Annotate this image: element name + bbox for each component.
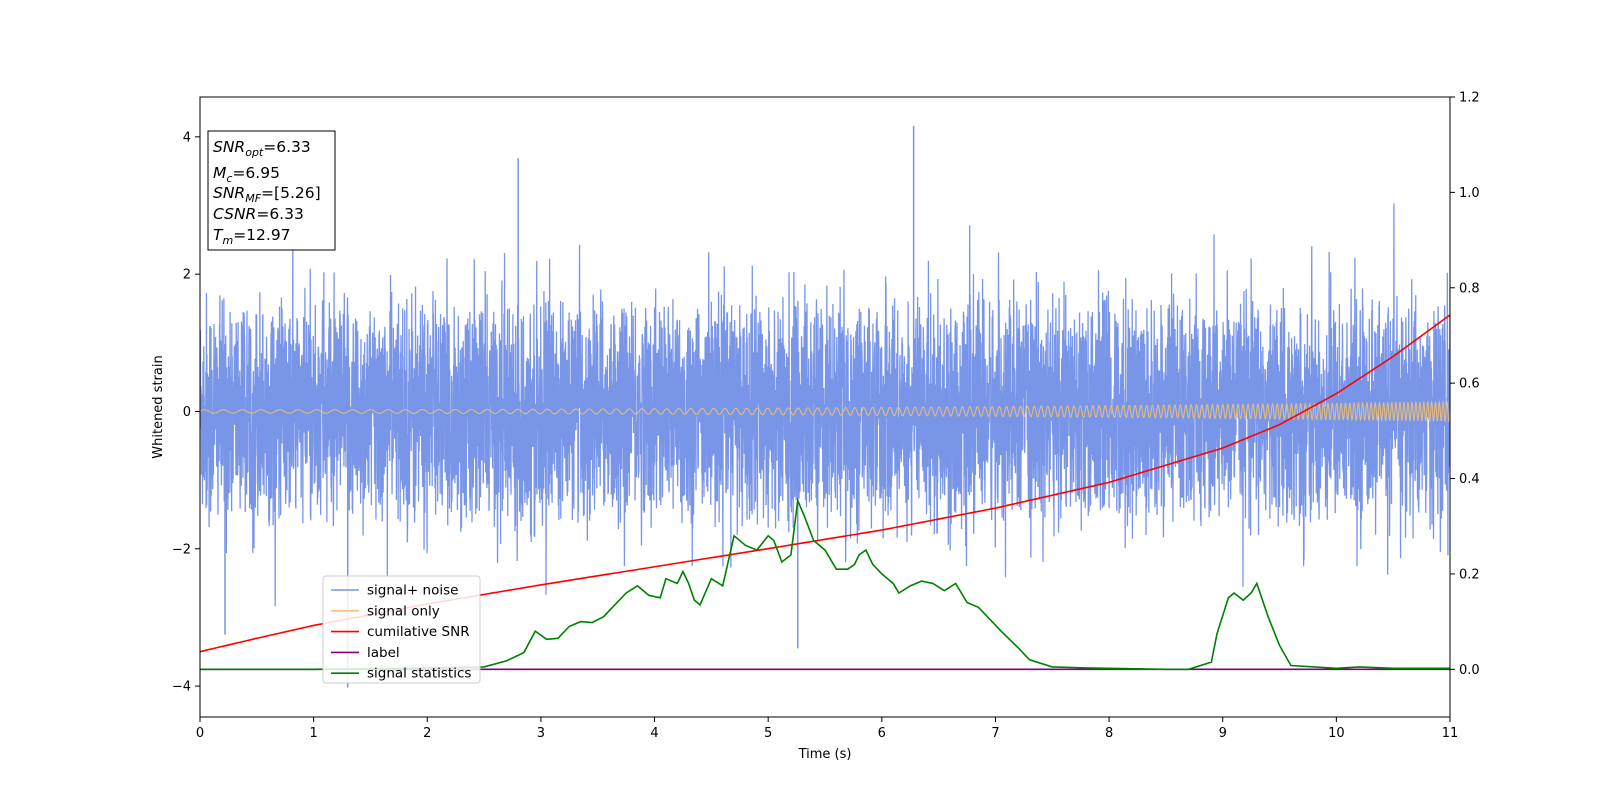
- y2-tick-label: 0.2: [1459, 567, 1480, 582]
- y2-tick-label: 0.0: [1459, 663, 1480, 678]
- x-tick-label: 2: [423, 726, 431, 741]
- x-axis: 0 1 2 3 4 5 6 7 8 9 10 11: [196, 717, 1458, 741]
- y-axis-right: 0.0 0.2 0.4 0.6 0.8 1.0 1.2: [1450, 91, 1480, 678]
- annotation-snr-opt: SNRopt=6.33: [213, 138, 311, 159]
- x-tick-label: 8: [1105, 726, 1113, 741]
- y-tick-label: 4: [183, 130, 191, 145]
- y-axis-left: −4 −2 0 2 4: [172, 130, 200, 695]
- y-axis-label: Whitened strain: [151, 355, 166, 458]
- annotation-box: SNRopt=6.33 Mc=6.95 SNRMF=[5.26] CSNR=6.…: [207, 130, 336, 251]
- legend: signal+ noise signal only cumilative SNR la…: [322, 575, 481, 684]
- x-tick-label: 3: [537, 726, 545, 741]
- y-tick-label: −4: [172, 680, 191, 695]
- y2-tick-label: 0.6: [1459, 377, 1480, 392]
- series-signal-only: [200, 399, 1450, 423]
- x-tick-label: 0: [196, 726, 204, 741]
- y2-tick-label: 1.0: [1459, 186, 1480, 201]
- x-axis-label: Time (s): [798, 747, 852, 762]
- x-tick-label: 6: [878, 726, 886, 741]
- y-tick-label: 0: [183, 405, 191, 420]
- y2-tick-label: 0.8: [1459, 281, 1480, 296]
- y2-tick-label: 0.4: [1459, 472, 1480, 487]
- x-tick-label: 1: [309, 726, 317, 741]
- x-tick-label: 7: [991, 726, 999, 741]
- x-tick-label: 9: [1219, 726, 1227, 741]
- y-tick-label: −2: [172, 542, 191, 557]
- x-tick-label: 11: [1442, 726, 1459, 741]
- legend-label: signal only: [367, 603, 440, 619]
- legend-label: signal+ noise: [367, 583, 458, 599]
- x-tick-label: 10: [1328, 726, 1345, 741]
- x-tick-label: 4: [650, 726, 658, 741]
- annotation-csnr: CSNR=6.33: [213, 205, 304, 223]
- y2-tick-label: 1.2: [1459, 91, 1480, 106]
- axes-frame: [199, 96, 1451, 718]
- legend-label: signal statistics: [367, 666, 471, 682]
- plot-area: [200, 125, 1450, 688]
- legend-label: cumilative SNR: [367, 624, 470, 640]
- series-signal-noise: [200, 203, 1450, 607]
- series-signal-statistics: [200, 497, 1450, 671]
- annotation-snr-mf: SNRMF=[5.26]: [213, 184, 321, 205]
- legend-label: label: [367, 645, 400, 661]
- x-tick-label: 5: [764, 726, 772, 741]
- y-tick-label: 2: [183, 268, 191, 283]
- annotation-mc: Mc=6.95: [213, 164, 280, 185]
- annotation-tm: Tm=12.97: [213, 226, 291, 247]
